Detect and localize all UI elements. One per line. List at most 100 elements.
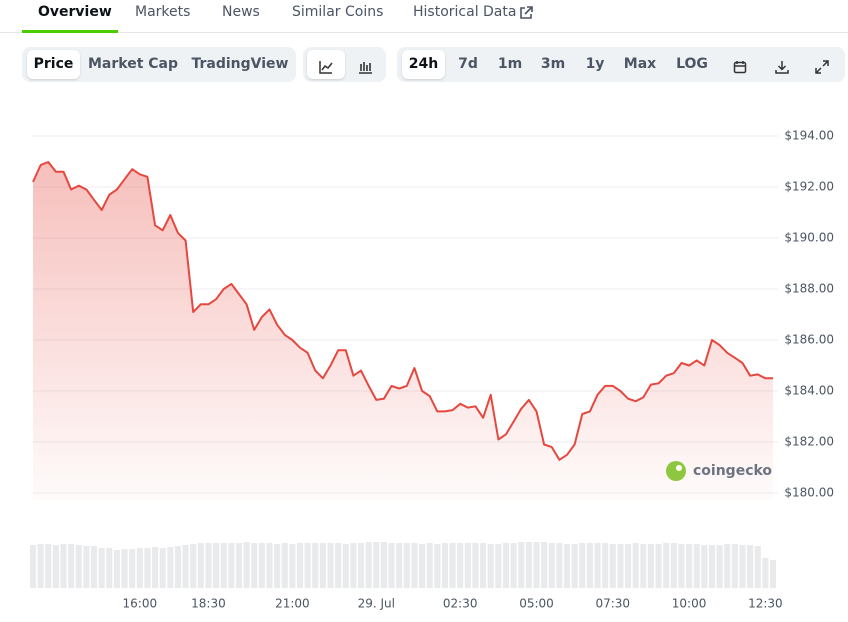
volume-bar (174, 546, 181, 588)
volume-bar (220, 543, 227, 588)
volume-bar (724, 544, 731, 588)
price-area (33, 162, 773, 500)
candle-chart-button[interactable] (347, 50, 383, 79)
range-button[interactable]: 3m (540, 56, 566, 72)
range-button[interactable]: 7d (458, 56, 478, 72)
volume-bar (251, 543, 258, 588)
volume-bar (152, 547, 159, 588)
volume-bar (411, 543, 418, 588)
range-group: 24h 7d 1m 3m 1y Max LOG (397, 47, 845, 82)
volume-bar (655, 544, 662, 588)
volume-bar (266, 543, 273, 588)
line-chart-button[interactable] (307, 50, 345, 79)
volume-bar (281, 543, 288, 588)
candle-icon (359, 62, 372, 74)
volume-bar (579, 543, 586, 588)
x-tick-label: 07:30 (595, 597, 630, 611)
volume-bar (678, 544, 685, 588)
volume-bar (121, 549, 128, 588)
x-tick-label: 16:00 (123, 597, 158, 611)
volume-bar (594, 543, 601, 588)
volume-bar (762, 558, 769, 588)
volume-bar (419, 544, 426, 588)
range-button[interactable]: 1m (497, 56, 523, 72)
calendar-icon (733, 61, 747, 74)
metric-button[interactable]: Price (27, 50, 80, 79)
volume-bar (541, 542, 548, 588)
volume-bar (510, 543, 517, 588)
volume-bar (769, 560, 777, 588)
y-tick-label: $194.00 (784, 129, 834, 143)
x-tick-label: 02:30 (443, 597, 478, 611)
volume-bar (632, 543, 639, 588)
volume-bar (144, 548, 151, 588)
volume-bar (739, 545, 746, 588)
volume-bar (487, 544, 494, 588)
tab-bar: Overview Markets News Similar Coins Hist… (0, 0, 848, 33)
volume-bar (136, 548, 143, 588)
metric-button[interactable]: TradingView (191, 56, 289, 72)
volume-bar (159, 548, 166, 588)
volume-bar (235, 543, 243, 588)
volume-bar (90, 546, 98, 588)
volume-bar (106, 548, 113, 588)
volume-bar (571, 544, 578, 588)
volume-bar (335, 543, 342, 588)
watermark-logo-eye (676, 465, 682, 471)
volume-bar (37, 544, 44, 588)
range-button[interactable]: 1y (585, 56, 605, 72)
x-tick-label: 18:30 (191, 597, 226, 611)
watermark: coingecko (693, 463, 772, 479)
x-tick-label: 10:00 (672, 597, 707, 611)
download-button[interactable] (767, 50, 797, 79)
volume-bar (243, 542, 250, 588)
tab[interactable]: Markets (135, 4, 191, 20)
volume-bar (464, 543, 471, 588)
volume-bar (548, 543, 555, 588)
volume-bar (502, 543, 510, 588)
volume-bar (495, 544, 502, 588)
range-button[interactable]: LOG (676, 56, 708, 72)
volume-bar (525, 542, 532, 588)
watermark-logo (666, 461, 686, 481)
active-tab-indicator (22, 30, 118, 33)
x-tick-label: 29. Jul (358, 597, 395, 611)
volume-bar (365, 542, 372, 588)
volume-bar (327, 543, 334, 588)
y-tick-label: $186.00 (784, 333, 834, 347)
volume-bar (304, 543, 311, 588)
volume-bar (312, 543, 319, 588)
volume-bar (228, 543, 235, 588)
volume-bar (480, 543, 487, 588)
volume-bar (670, 543, 677, 588)
volume-bar (373, 542, 380, 588)
tab[interactable]: Similar Coins (292, 4, 384, 20)
volume-bar (29, 545, 37, 588)
volume-bar (342, 544, 349, 588)
volume-bar (426, 543, 433, 588)
metric-button[interactable]: Market Cap (88, 56, 179, 72)
volume-bar (640, 544, 647, 588)
price-line (32, 161, 773, 461)
volume-bar (167, 547, 174, 588)
tab[interactable]: News (222, 4, 260, 20)
volume-bar (182, 545, 189, 588)
download-icon (775, 61, 789, 74)
tab[interactable]: Overview (38, 4, 112, 20)
fullscreen-button[interactable] (807, 50, 837, 79)
volume-bar (647, 544, 654, 588)
volume-bar (129, 549, 136, 588)
volume-bar (357, 543, 365, 588)
volume-bar (396, 543, 403, 588)
volume-bar (197, 543, 204, 588)
range-button[interactable]: Max (623, 56, 657, 72)
metric-group: Price Market Cap TradingView (22, 47, 296, 82)
volume-bar (113, 550, 120, 588)
calendar-button[interactable] (725, 50, 755, 79)
tab[interactable]: Historical Data (413, 4, 517, 20)
range-button[interactable]: 24h (402, 50, 445, 79)
volume-bar (609, 544, 616, 588)
volume-bar (403, 543, 410, 588)
